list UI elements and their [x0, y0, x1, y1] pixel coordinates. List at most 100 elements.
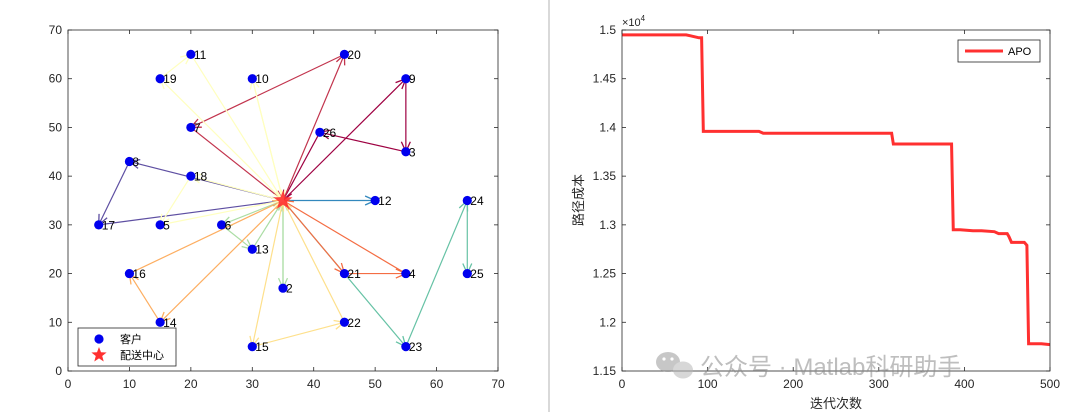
customer-26: 26: [315, 126, 337, 140]
x-tick-label: 300: [869, 377, 889, 391]
customer-label: 9: [409, 72, 416, 86]
y-tick-label: 70: [49, 23, 63, 37]
customer-8: 8: [124, 155, 139, 169]
customer-label: 13: [255, 243, 269, 257]
legend-customer-marker: [94, 334, 104, 344]
route-segment: [190, 175, 284, 202]
y-tick-label: 1.4: [599, 120, 616, 134]
cost-legend: APO: [957, 39, 1041, 63]
route-segment: [129, 199, 284, 275]
y-tick-label: 50: [49, 120, 63, 134]
route-segment: [159, 78, 284, 201]
route-segment: [190, 53, 345, 128]
x-tick-label: 60: [430, 377, 444, 391]
route-segment: [251, 200, 284, 250]
customer-point: [401, 342, 411, 352]
y-tick-label: 10: [49, 315, 63, 329]
route-segment: [159, 53, 192, 80]
routes-legend-box: [77, 327, 177, 367]
routes-ticks: 0 10 20 30 40 50 60 70 0 10 20 30 40 50 60 70: [49, 23, 505, 391]
customer-point: [186, 122, 196, 133]
route-segment: [221, 224, 253, 250]
route-segment: [98, 199, 284, 226]
y-tick-label: 1.35: [593, 169, 617, 183]
customer-point: [401, 74, 411, 84]
cost-axes-box: [621, 29, 1051, 372]
route-segment: [128, 273, 161, 323]
customer-label: 22: [347, 316, 361, 330]
route-segment: [159, 200, 284, 323]
customer-point: [278, 283, 288, 293]
route-segment: [282, 199, 407, 275]
customer-23: 23: [401, 340, 423, 354]
y-tick-label: 1.15: [593, 364, 617, 378]
route-segment: [190, 54, 284, 201]
customer-13: 13: [247, 243, 269, 257]
customer-21: 21: [339, 267, 361, 281]
customer-label: 14: [163, 316, 177, 330]
route-segment: [282, 200, 345, 323]
route-segment: [282, 78, 407, 201]
cost-ticks: 0 100 200 300 400 500 1.15 1.2 1.25 1.3 1.35 1.4 1.4…: [593, 23, 1061, 391]
y-exponent-label: ×104: [622, 14, 646, 29]
customer-label: 17: [102, 218, 116, 232]
customer-point: [186, 171, 196, 181]
routes-axes-box: [67, 29, 499, 372]
cost-x-axis-label: 迭代次数: [810, 396, 862, 412]
customer-label: 19: [163, 72, 177, 86]
customer-label: 10: [255, 72, 269, 86]
customer-label: 20: [347, 48, 361, 62]
y-tick-label: 0: [55, 364, 62, 378]
legend-depot-star-icon: [91, 347, 107, 362]
customer-label: 8: [132, 155, 139, 169]
legend-customer-label: 客户: [120, 332, 142, 346]
customer-point: [339, 268, 350, 279]
route-segment: [282, 54, 345, 201]
route-11: [159, 53, 284, 202]
route-segment: [98, 161, 130, 226]
customer-point: [401, 268, 411, 279]
customer-label: 12: [378, 194, 392, 208]
customer-label: 2: [286, 282, 293, 296]
y-tick-label: 30: [49, 218, 63, 232]
customer-label: 6: [225, 218, 232, 232]
route-10: [249, 199, 346, 349]
customer-3: 3: [401, 145, 416, 159]
customer-20: 20: [339, 48, 361, 62]
panel-divider: [548, 0, 550, 412]
customer-point: [155, 220, 165, 230]
customer-label: 21: [347, 267, 361, 281]
x-tick-label: 500: [1040, 377, 1060, 391]
routes-legend: 客户 配送中心: [77, 327, 177, 367]
customer-label: 7: [194, 121, 201, 135]
customer-label: 23: [409, 340, 423, 354]
customer-2: 2: [278, 282, 293, 296]
y-tick-label: 60: [49, 72, 63, 86]
customer-point: [247, 342, 257, 352]
x-tick-label: 70: [491, 377, 505, 391]
customer-label: 18: [194, 170, 208, 184]
customer-18: 18: [186, 170, 208, 184]
y-tick-label: 1.5: [599, 23, 616, 37]
customer-label: 11: [194, 48, 207, 62]
route-segment: [251, 200, 284, 347]
y-tick-label: 1.3: [599, 218, 616, 232]
customer-point: [462, 195, 472, 206]
route-12: [249, 77, 286, 203]
customer-16: 16: [124, 267, 146, 281]
customer-label: 4: [409, 267, 416, 281]
customer-7: 7: [186, 121, 201, 135]
depot-star-icon: [273, 190, 293, 209]
cost-plot-area: [622, 30, 1050, 371]
customer-10: 10: [247, 72, 269, 86]
customer-point: [462, 268, 472, 279]
customer-12: 12: [370, 194, 392, 208]
customer-point: [155, 74, 165, 84]
series-line-apo: [622, 33, 1050, 347]
customer-label: 24: [470, 194, 484, 208]
route-segment: [190, 126, 284, 201]
customer-label: 16: [132, 267, 146, 281]
